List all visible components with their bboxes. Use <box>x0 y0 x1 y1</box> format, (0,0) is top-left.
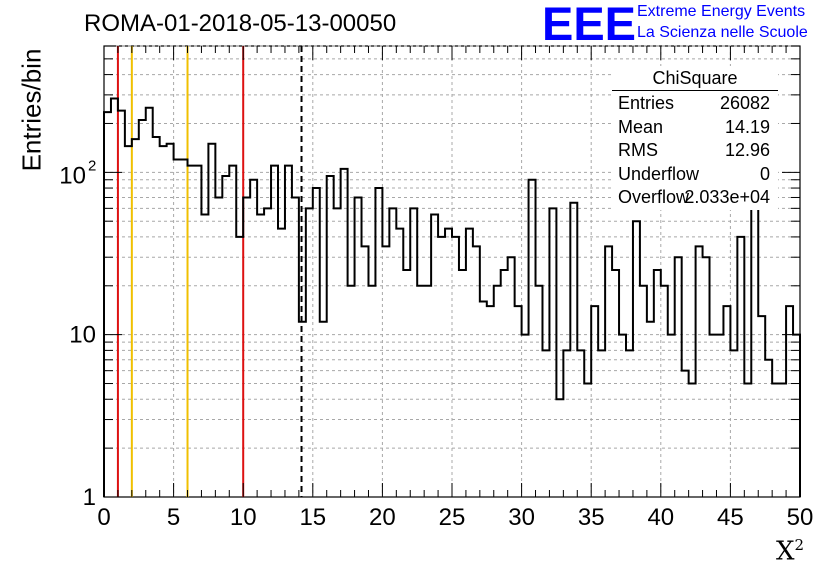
y-tick-label: 10 <box>69 322 96 349</box>
x-axis-label-base: X <box>775 536 795 567</box>
x-tick-label: 20 <box>369 504 396 531</box>
stats-key: Underflow <box>618 163 700 184</box>
x-tick-label: 10 <box>230 504 257 531</box>
stats-row-mean: Mean 14.19 <box>612 116 778 140</box>
y-tick-label-exponent: 2 <box>88 157 96 174</box>
stats-value: 14.19 <box>724 116 770 137</box>
y-axis-label: Entries/bin <box>16 48 47 172</box>
logo-line-2: La Scienza nelle Scuole <box>637 24 808 41</box>
x-tick-label: 45 <box>717 504 744 531</box>
x-axis-label-superscript: 2 <box>794 536 804 554</box>
x-tick-label: 25 <box>439 504 466 531</box>
axis-ticks <box>103 45 801 498</box>
x-tick-label: 35 <box>578 504 605 531</box>
stats-value: 12.96 <box>724 140 770 160</box>
stats-box: ChiSquare Entries 26082 Mean 14.19 RMS 1… <box>612 66 778 210</box>
x-tick-labels: 0 5 10 15 20 25 30 35 40 45 50 <box>97 504 813 531</box>
stats-value: 2.033e+04 <box>684 187 770 207</box>
stats-title: ChiSquare <box>652 68 738 88</box>
histogram-outline <box>103 97 801 497</box>
stats-row-underflow: Underflow 0 <box>612 163 778 187</box>
x-tick-label: 15 <box>299 504 326 531</box>
stats-key: Overflow <box>618 187 690 207</box>
logo-text: EEE <box>542 2 636 44</box>
x-tick-label: 0 <box>97 504 110 531</box>
stats-row-entries: Entries 26082 <box>612 92 778 116</box>
stats-separator <box>612 90 778 91</box>
logo-line-1: Extreme Energy Events <box>637 3 806 20</box>
stats-key: Mean <box>618 116 664 137</box>
stats-value: 26082 <box>719 93 770 113</box>
y-tick-label: 1 <box>83 484 96 511</box>
reference-lines <box>116 46 303 497</box>
x-axis-label: X2 <box>776 536 804 567</box>
x-tick-label: 5 <box>167 504 180 531</box>
x-tick-label: 40 <box>647 504 674 531</box>
eee-logo: EEE <box>542 2 636 44</box>
stats-key: RMS <box>618 140 658 160</box>
stats-row-rms: RMS 12.96 <box>612 139 778 163</box>
x-tick-label: 50 <box>787 504 814 531</box>
x-tick-label: 30 <box>508 504 535 531</box>
stats-row-overflow: Overflow 2.033e+04 <box>612 186 778 210</box>
stats-value: 0 <box>759 163 770 184</box>
page-title: ROMA-01-2018-05-13-00050 <box>84 10 397 37</box>
y-tick-label: 10 <box>59 162 86 189</box>
stats-key: Entries <box>618 93 675 113</box>
